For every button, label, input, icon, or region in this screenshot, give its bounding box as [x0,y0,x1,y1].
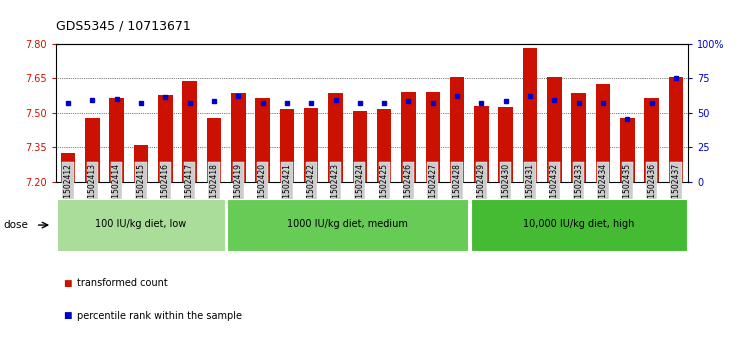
Text: GSM1502412: GSM1502412 [63,163,72,214]
Bar [353,111,367,182]
FancyBboxPatch shape [470,199,687,251]
Text: GSM1502434: GSM1502434 [599,163,608,214]
Text: 100 IU/kg diet, low: 100 IU/kg diet, low [95,219,187,229]
Text: GDS5345 / 10713671: GDS5345 / 10713671 [56,20,190,33]
Text: 1000 IU/kg diet, medium: 1000 IU/kg diet, medium [287,219,408,229]
Text: GSM1502413: GSM1502413 [88,163,97,214]
Text: GSM1502432: GSM1502432 [550,163,559,214]
Text: GSM1502429: GSM1502429 [477,163,486,214]
Text: dose: dose [4,220,28,230]
Text: GSM1502426: GSM1502426 [404,163,413,214]
Bar [377,109,391,182]
Bar [669,77,683,182]
Text: GSM1502424: GSM1502424 [356,163,365,214]
Bar [304,108,318,182]
Text: GSM1502421: GSM1502421 [283,163,292,214]
Text: transformed count: transformed count [77,278,167,288]
Bar [158,95,173,182]
Text: GSM1502436: GSM1502436 [647,163,656,214]
Bar [644,98,659,182]
Text: GSM1502420: GSM1502420 [258,163,267,214]
Text: GSM1502433: GSM1502433 [574,163,583,214]
Bar [571,93,586,182]
Text: GSM1502418: GSM1502418 [209,163,219,214]
Bar [498,107,513,182]
Text: GSM1502416: GSM1502416 [161,163,170,214]
Bar [474,106,489,182]
Text: GSM1502431: GSM1502431 [525,163,535,214]
Text: GSM1502422: GSM1502422 [307,163,315,214]
Text: GSM1502435: GSM1502435 [623,163,632,214]
Bar [280,109,294,182]
Text: ■: ■ [63,311,71,320]
Text: GSM1502417: GSM1502417 [185,163,194,214]
Bar [328,93,343,182]
Text: 10,000 IU/kg diet, high: 10,000 IU/kg diet, high [523,219,635,229]
Bar [523,48,537,182]
Text: GSM1502419: GSM1502419 [234,163,243,214]
Bar [547,77,562,182]
Bar [450,77,464,182]
Bar [231,93,246,182]
Text: GSM1502423: GSM1502423 [331,163,340,214]
Bar [85,118,100,182]
Text: GSM1502415: GSM1502415 [136,163,145,214]
Text: GSM1502414: GSM1502414 [112,163,121,214]
Bar [620,118,635,182]
Bar [61,153,75,182]
Bar [134,145,148,182]
Text: GSM1502428: GSM1502428 [452,163,461,214]
Bar [182,82,197,182]
Bar [401,92,416,182]
Text: ■: ■ [63,279,71,287]
Bar [255,98,270,182]
Bar [207,118,221,182]
Bar [596,84,610,182]
Text: GSM1502437: GSM1502437 [672,163,681,214]
Text: GSM1502427: GSM1502427 [429,163,437,214]
Text: GSM1502430: GSM1502430 [501,163,510,214]
Text: GSM1502425: GSM1502425 [379,163,388,214]
Bar [109,98,124,182]
Text: percentile rank within the sample: percentile rank within the sample [77,311,242,321]
FancyBboxPatch shape [57,199,225,251]
FancyBboxPatch shape [227,199,468,251]
Bar [426,92,440,182]
